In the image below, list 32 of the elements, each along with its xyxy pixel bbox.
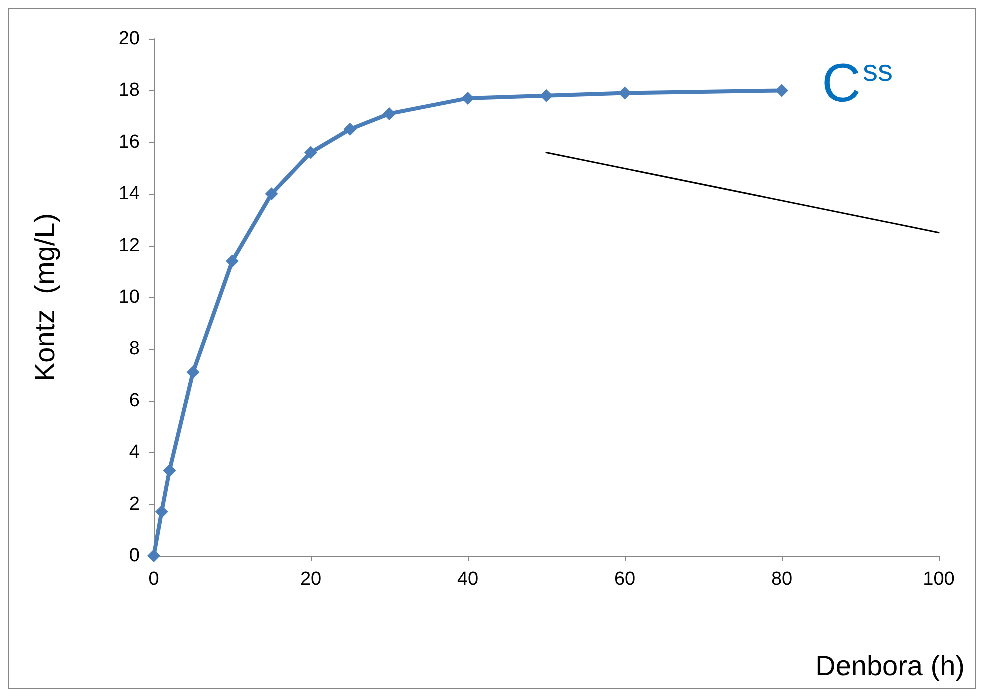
y-tick-label: 8	[129, 338, 140, 360]
y-tick-label: 2	[129, 494, 140, 515]
point	[618, 86, 632, 100]
y-tick-label: 0	[129, 546, 140, 566]
point	[148, 550, 160, 562]
point	[226, 254, 239, 268]
y-tick-label: 12	[118, 235, 140, 256]
y-tick-label: 4	[129, 442, 140, 464]
point	[304, 146, 318, 160]
x-tick-label: 0	[148, 569, 160, 590]
x-tick-label: 40	[457, 569, 479, 590]
point	[462, 92, 474, 105]
point	[155, 506, 168, 519]
y-tick-label: 14	[118, 184, 140, 205]
y-tick-label: 16	[118, 132, 140, 153]
y-tick-label: 6	[129, 390, 140, 412]
point	[344, 122, 357, 136]
point	[383, 107, 396, 120]
point	[186, 366, 200, 379]
x-tick-label: 80	[771, 569, 793, 590]
x-axis-title: Denbora (h)	[816, 650, 965, 682]
y-tick-label: 18	[118, 80, 140, 102]
point	[265, 188, 278, 201]
y-tick-label: 20	[118, 28, 140, 50]
point	[776, 84, 788, 98]
point	[163, 464, 176, 478]
x-tick-label: 60	[614, 569, 636, 590]
x-tick-label: 20	[300, 569, 322, 590]
point	[540, 89, 553, 102]
y-axis-title: Kontz (mg/L)	[30, 213, 60, 382]
y-tick-label: 10	[118, 287, 140, 308]
x-tick-label: 100	[923, 569, 955, 590]
